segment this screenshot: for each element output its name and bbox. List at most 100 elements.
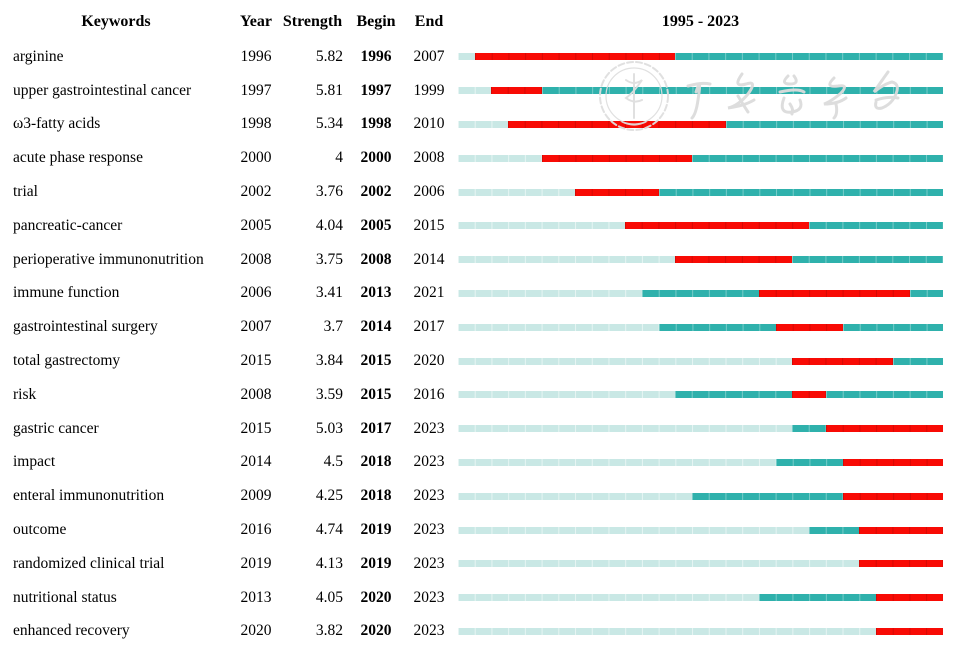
timeline-bar-cell [451,289,954,297]
burst-segment [541,154,693,162]
post-burst-segment [909,289,943,297]
keyword-label: pancreatic-cancer [13,216,123,234]
pre-appearance-segment [458,560,860,568]
active-segment [641,289,760,297]
strength-value: 3.59 [315,385,343,403]
begin-year-value: 2008 [360,250,392,268]
strength-value: 3.76 [315,183,343,201]
year-value: 2005 [240,216,272,234]
burst-segment [491,87,542,95]
strength-value: 3.7 [323,318,343,336]
year-value: 2016 [240,521,272,539]
burst-segment [474,53,676,61]
pre-appearance-segment [458,256,676,264]
timeline-bar-cell [451,53,954,61]
burst-segment [792,391,826,399]
end-year-value: 2016 [413,385,445,403]
end-year-value: 2014 [413,250,445,268]
pre-appearance-segment [458,323,659,331]
keyword-label: enteral immunonutrition [13,487,165,505]
begin-year-value: 2017 [360,419,392,437]
table-row: pancreatic-cancer 2005 4.04 2005 2015 [0,209,954,243]
strength-value: 4.25 [315,487,343,505]
post-burst-segment [792,256,943,264]
table-row: total gastrectomy 2015 3.84 2015 2020 [0,344,954,378]
keyword-label: acute phase response [13,149,143,167]
begin-year-value: 2015 [360,385,392,403]
year-value: 2014 [240,453,272,471]
table-row: gastric cancer 2015 5.03 2017 2023 [0,412,954,446]
pre-appearance-segment [458,222,626,230]
year-value: 2020 [240,622,272,640]
end-year-value: 1999 [413,81,445,99]
timeline-bar-cell [451,256,954,264]
timeline-bar-cell [451,222,954,230]
pre-appearance-segment [458,53,475,61]
burst-segment [775,323,843,331]
strength-value: 4.05 [315,588,343,606]
post-burst-segment [892,357,943,365]
timeline-bar-cell [451,425,954,433]
table-row: immune function 2006 3.41 2013 2021 [0,277,954,311]
year-value: 1998 [240,115,272,133]
timeline-bar-cell [451,87,954,95]
table-row: perioperative immunonutrition 2008 3.75 200… [0,243,954,277]
active-segment [658,323,776,331]
post-burst-segment [825,391,943,399]
end-year-value: 2010 [413,115,445,133]
timeline-bar [458,222,943,230]
end-year-value: 2023 [413,622,445,640]
end-year-value: 2023 [413,487,445,505]
table-row: risk 2008 3.59 2015 2016 [0,378,954,412]
table-row: ω3-fatty acids 1998 5.34 1998 2010 [0,108,954,142]
year-value: 2000 [240,149,272,167]
post-burst-segment [725,120,943,128]
table-row: trial 2002 3.76 2002 2006 [0,175,954,209]
year-value: 2002 [240,183,272,201]
keyword-label: gastrointestinal surgery [13,318,158,336]
timeline-bar-cell [451,526,954,534]
table-row: upper gastrointestinal cancer 1997 5.81 199… [0,74,954,108]
begin-year-value: 1997 [360,81,392,99]
column-header-row: Keywords Year Strength Begin End 1995 - … [0,5,954,39]
burst-segment [759,289,910,297]
timeline-bar [458,53,943,61]
strength-value: 5.81 [315,81,343,99]
timeline-bar [458,594,943,602]
strength-value: 5.03 [315,419,343,437]
year-value: 2015 [240,419,272,437]
timeline-bar-cell [451,357,954,365]
keyword-label: randomized clinical trial [13,554,165,572]
timeline-bar-cell [451,627,954,635]
column-header-begin: Begin [356,13,396,30]
pre-appearance-segment [458,154,542,162]
pre-appearance-segment [458,391,676,399]
strength-value: 4.5 [323,453,343,471]
end-year-value: 2023 [413,453,445,471]
pre-appearance-segment [458,120,509,128]
begin-year-value: 2020 [360,588,392,606]
pre-appearance-segment [458,289,642,297]
timeline-bar-cell [451,458,954,466]
burst-segment [792,357,893,365]
keyword-label: enhanced recovery [13,622,130,640]
pre-appearance-segment [458,425,793,433]
year-value: 2009 [240,487,272,505]
table-row: arginine 1996 5.82 1996 2007 [0,40,954,74]
timeline-bar [458,560,943,568]
begin-year-value: 2015 [360,352,392,370]
active-segment [809,526,860,534]
keyword-label: gastric cancer [13,419,99,437]
timeline-bar-cell [451,492,954,500]
burst-segment [625,222,810,230]
active-segment [759,594,877,602]
timeline-bar-cell [451,560,954,568]
keyword-label: total gastrectomy [13,352,121,370]
timeline-bar [458,120,943,128]
end-year-value: 2020 [413,352,445,370]
active-segment [775,458,843,466]
timeline-bar-cell [451,323,954,331]
timeline-bar [458,357,943,365]
end-year-value: 2023 [413,554,445,572]
timeline-bar [458,425,943,433]
